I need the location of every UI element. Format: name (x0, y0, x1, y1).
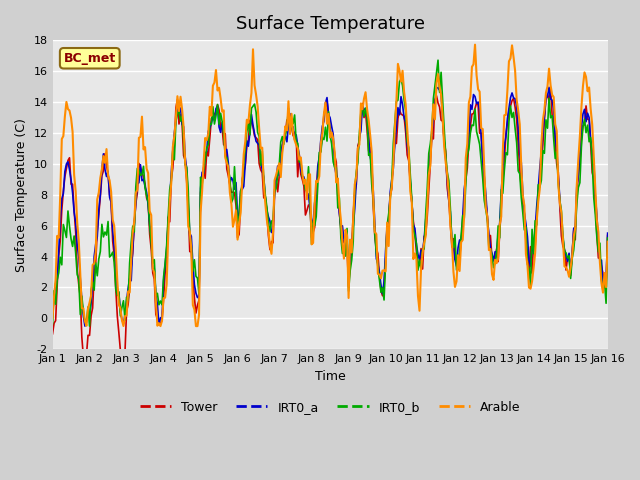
IRT0_a (366, 153, 374, 159)
Arable (539, 118, 547, 123)
IRT0_a (49, 307, 56, 312)
IRT0_a (154, 301, 161, 307)
Tower (366, 144, 374, 150)
Y-axis label: Surface Temperature (C): Surface Temperature (C) (15, 118, 28, 272)
IRT0_a (397, 94, 405, 99)
Tower (154, 316, 161, 322)
Arable (64, 106, 72, 112)
IRT0_b (49, 321, 56, 327)
Arable (471, 42, 479, 48)
Tower (64, 157, 72, 163)
Line: IRT0_b: IRT0_b (52, 60, 607, 326)
Arable (397, 79, 405, 84)
Text: BC_met: BC_met (63, 52, 116, 65)
Arable (604, 239, 611, 244)
Legend: Tower, IRT0_a, IRT0_b, Arable: Tower, IRT0_a, IRT0_b, Arable (134, 396, 525, 419)
IRT0_a (604, 230, 611, 236)
IRT0_b (539, 148, 547, 154)
IRT0_b (366, 151, 374, 156)
IRT0_a (81, 323, 89, 329)
IRT0_a (545, 84, 553, 90)
Line: Arable: Arable (52, 45, 607, 326)
Tower (49, 331, 56, 336)
Arable (152, 298, 160, 304)
Arable (385, 243, 392, 249)
IRT0_b (385, 211, 392, 217)
Tower (385, 216, 392, 221)
IRT0_a (538, 148, 545, 154)
Tower (547, 85, 554, 91)
Tower (604, 233, 611, 239)
IRT0_b (64, 208, 72, 214)
IRT0_a (385, 218, 392, 224)
Arable (157, 323, 164, 329)
Arable (49, 315, 56, 321)
Arable (366, 132, 374, 138)
IRT0_b (154, 290, 161, 296)
Title: Surface Temperature: Surface Temperature (236, 15, 424, 33)
Tower (79, 354, 87, 360)
Tower (397, 111, 405, 117)
IRT0_a (64, 159, 72, 165)
IRT0_b (434, 57, 442, 63)
X-axis label: Time: Time (315, 370, 346, 383)
IRT0_b (604, 235, 611, 241)
Line: IRT0_a: IRT0_a (52, 87, 607, 326)
Line: Tower: Tower (52, 88, 607, 357)
Tower (538, 157, 545, 163)
IRT0_b (86, 323, 93, 329)
IRT0_b (397, 76, 405, 82)
